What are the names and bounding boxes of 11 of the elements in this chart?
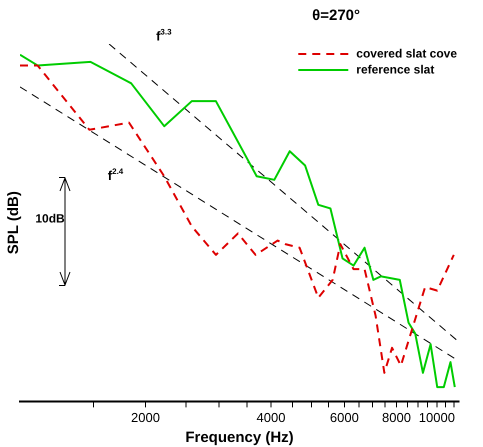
- x-tick-label: 2000: [131, 410, 160, 425]
- x-tick-label: 6000: [330, 410, 359, 425]
- x-tick-label: 4000: [256, 410, 286, 425]
- x-axis-title: Frequency (Hz): [185, 429, 294, 446]
- legend-label: reference slat: [356, 62, 434, 76]
- chart-title: θ=270°: [312, 7, 360, 24]
- y-axis-title: SPL (dB): [5, 191, 22, 254]
- annotation: 10dB: [35, 212, 66, 226]
- x-tick-label: 10000: [418, 410, 455, 425]
- x-tick-label: 8000: [382, 410, 411, 425]
- legend-label: covered slat cove: [356, 46, 458, 60]
